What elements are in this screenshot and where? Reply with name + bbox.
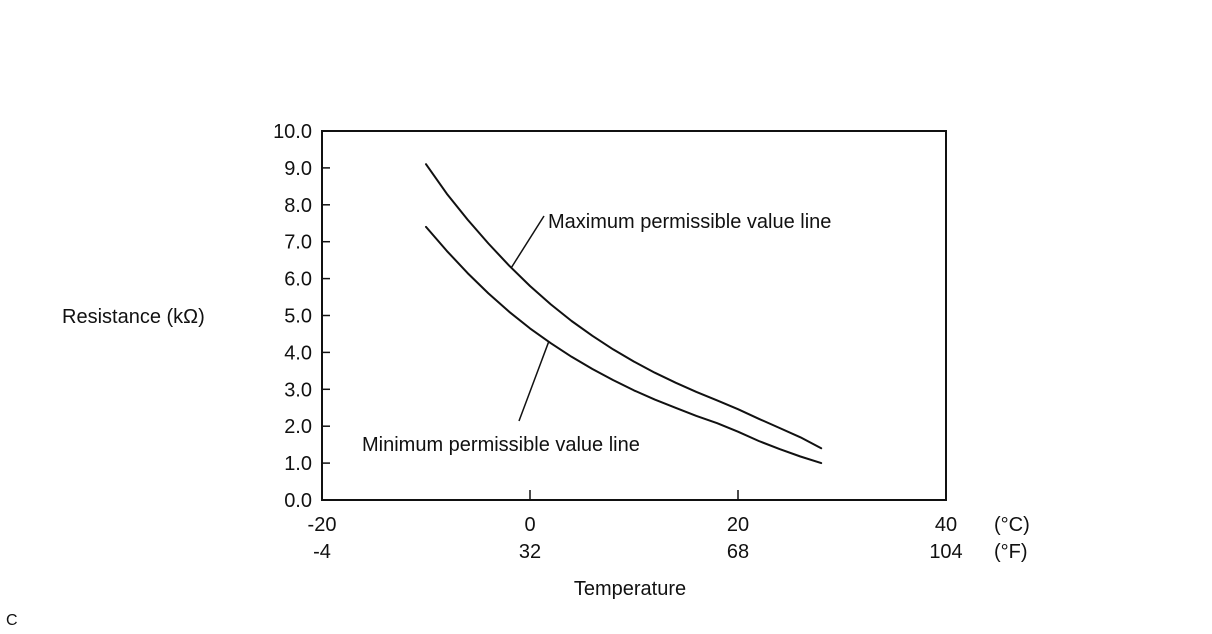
y-tick-label: 7.0 — [284, 232, 312, 254]
unit-celsius: (°C) — [994, 514, 1030, 536]
y-axis-title: Resistance (kΩ) — [62, 306, 205, 328]
min-line-label: Minimum permissible value line — [362, 434, 640, 456]
x-tick-label-celsius: 40 — [935, 514, 957, 536]
y-tick-label: 10.0 — [273, 121, 312, 143]
max-permissible-line — [425, 163, 823, 450]
min-line-leader — [518, 341, 550, 422]
y-axis-ticks: 0.0 1.0 2.0 3.0 4.0 5.0 6.0 7.0 8.0 9.0 10.0 — [273, 121, 330, 512]
y-tick-label: 5.0 — [284, 306, 312, 328]
x-axis-ticks: -20 -4 0 32 20 68 40 104 — [308, 490, 963, 563]
x-axis-title: Temperature — [574, 578, 686, 600]
max-line-label: Maximum permissible value line — [548, 211, 831, 233]
x-tick-label-fahrenheit: 104 — [929, 541, 962, 563]
unit-fahrenheit: (°F) — [994, 541, 1028, 563]
max-line-leader — [510, 215, 545, 269]
y-tick-label: 3.0 — [284, 379, 312, 401]
y-tick-label: 2.0 — [284, 416, 312, 438]
y-tick-label: 0.0 — [284, 490, 312, 512]
x-tick-label-fahrenheit: 68 — [727, 541, 749, 563]
y-tick-label: 1.0 — [284, 453, 312, 475]
corner-label: C — [6, 612, 18, 629]
x-tick-label-celsius: -20 — [308, 514, 337, 536]
annotations: Maximum permissible value line Minimum pe… — [362, 211, 831, 456]
y-tick-label: 8.0 — [284, 195, 312, 217]
y-tick-label: 6.0 — [284, 269, 312, 291]
y-tick-label: 4.0 — [284, 342, 312, 364]
x-tick-label-fahrenheit: 32 — [519, 541, 541, 563]
x-tick-label-celsius: 20 — [727, 514, 749, 536]
y-tick-label: 9.0 — [284, 158, 312, 180]
x-tick-label-celsius: 0 — [524, 514, 535, 536]
x-tick-label-fahrenheit: -4 — [313, 541, 331, 563]
series-lines — [425, 163, 823, 465]
min-permissible-line — [425, 225, 823, 465]
